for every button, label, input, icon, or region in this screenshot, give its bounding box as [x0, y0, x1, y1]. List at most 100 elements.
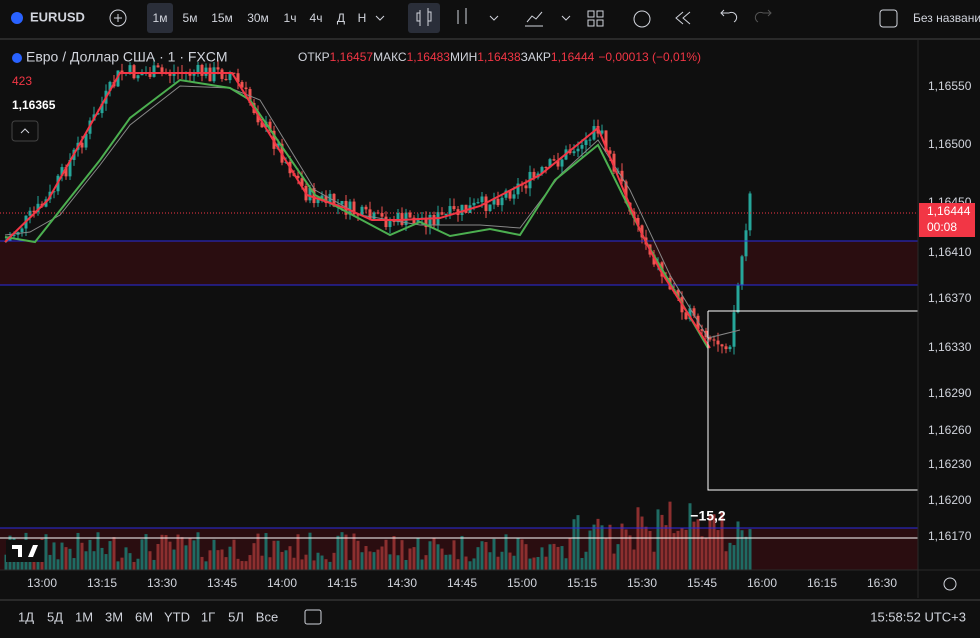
volume-bar [436, 544, 440, 570]
ohlc-close: 1,16444 [551, 50, 595, 64]
volume-bar [688, 503, 692, 570]
period[interactable]: 6М [135, 609, 153, 624]
chevron[interactable] [489, 15, 499, 21]
candle [548, 159, 552, 168]
interval[interactable]: 5м [183, 11, 198, 25]
interval[interactable]: Н [358, 11, 367, 25]
period[interactable]: 5Л [228, 609, 244, 624]
candle [540, 167, 544, 174]
date-range-icon[interactable] [304, 609, 322, 625]
volume-bar [520, 539, 524, 570]
volume-bar [104, 554, 108, 570]
checkbox[interactable] [879, 9, 898, 28]
candle [372, 212, 376, 220]
logo [12, 545, 38, 557]
period[interactable]: 1Г [201, 609, 215, 624]
volume-bar [264, 533, 268, 570]
period[interactable]: 3М [105, 609, 123, 624]
alert-icon[interactable] [633, 10, 651, 28]
volume-bar [208, 550, 212, 570]
indicators-icon[interactable] [525, 11, 543, 27]
undo-icon[interactable] [720, 9, 738, 23]
checkbox-label[interactable]: Без названия [913, 11, 980, 25]
volume-bar [92, 551, 96, 570]
volume-bar [504, 534, 508, 570]
period[interactable]: Все [256, 609, 278, 624]
volume-bar [184, 545, 188, 570]
candle [380, 213, 384, 217]
volume-bar [376, 549, 380, 570]
volume-bar [524, 544, 528, 570]
time-label: 14:00 [267, 576, 297, 590]
volume-bar [428, 541, 432, 570]
price-label: 1,16170 [928, 529, 972, 543]
volume-bar [732, 545, 736, 570]
candle [444, 214, 448, 216]
volume-bar [212, 539, 216, 570]
volume-bar [96, 532, 100, 570]
bottom-toolbar: 1Д 5Д 1М 3М 6М YTD 1Г 5Л Все [18, 609, 278, 624]
candle [472, 202, 476, 206]
zigzag-green [4, 78, 709, 349]
redo-icon[interactable] [754, 9, 772, 23]
candles-icon [416, 8, 432, 26]
period[interactable]: YTD [164, 609, 190, 624]
volume-bar [500, 551, 504, 570]
indicator-value: 423 [12, 74, 32, 88]
tools [375, 3, 898, 33]
volume-bar [440, 548, 444, 570]
volume-bar [304, 554, 308, 570]
volume-bar [708, 515, 712, 570]
ohlc: ОТКР1,16457МАКС1,16483МИН1,16438ЗАКР1,16… [298, 50, 701, 64]
candle [508, 190, 512, 199]
symbol-flag [11, 12, 23, 24]
layout-icon[interactable] [587, 10, 595, 18]
volume-bar [180, 537, 184, 570]
candle [408, 212, 412, 218]
volume-bar [156, 543, 160, 570]
price-label: 1,16500 [928, 137, 972, 151]
volume-bar [572, 519, 576, 570]
last-price: 1,16444 [927, 204, 971, 218]
volume-bar [540, 547, 544, 570]
candle [240, 81, 244, 88]
symbol[interactable]: EURUSD [30, 9, 85, 24]
bars-icon[interactable] [457, 8, 467, 24]
interval[interactable]: 1м [153, 11, 168, 25]
candle [624, 181, 628, 203]
add-symbol[interactable] [109, 9, 127, 27]
volume-bar [188, 538, 192, 570]
candle [524, 185, 528, 189]
settings-icon[interactable] [943, 577, 957, 591]
period[interactable]: 5Д [47, 609, 63, 624]
candle [80, 142, 84, 148]
chevron[interactable] [375, 15, 385, 21]
candle [480, 196, 484, 203]
chevron[interactable] [561, 15, 571, 21]
price-label: 1,16370 [928, 291, 972, 305]
collapse-button[interactable] [11, 120, 39, 142]
time-label: 14:15 [327, 576, 357, 590]
volume-bar [252, 543, 256, 570]
volume-bar [532, 557, 536, 570]
volume-bar [420, 559, 424, 570]
interval[interactable]: Д [337, 11, 345, 25]
chart-type-active[interactable] [408, 3, 440, 33]
interval[interactable]: 1ч [284, 11, 297, 25]
candle [244, 87, 248, 90]
replay-icon[interactable] [675, 11, 691, 25]
interval[interactable]: 15м [211, 11, 233, 25]
candle [364, 206, 368, 210]
interval[interactable]: 30м [247, 11, 269, 25]
period[interactable]: 1М [75, 609, 93, 624]
volume-bar [336, 535, 340, 570]
candle [600, 130, 604, 134]
period[interactable]: 1Д [18, 609, 34, 624]
candle [640, 225, 644, 238]
clock[interactable]: 15:58:52 UTC+3 [870, 609, 966, 624]
candle [108, 81, 112, 91]
candle [236, 73, 240, 82]
ohlc-open: 1,16457 [330, 50, 374, 64]
candle [68, 159, 72, 177]
interval[interactable]: 4ч [310, 11, 323, 25]
